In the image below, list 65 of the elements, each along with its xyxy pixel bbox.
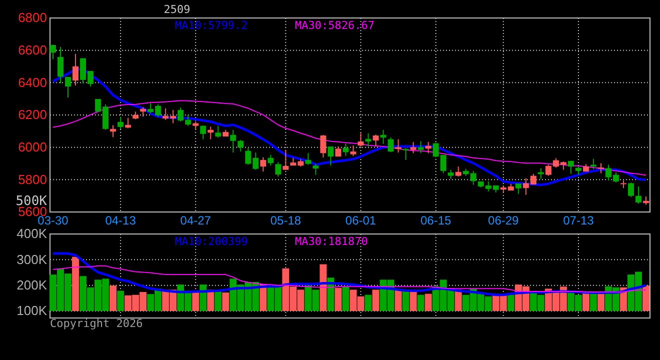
candlestick	[342, 142, 349, 156]
y-tick-label: 400K	[16, 226, 48, 242]
x-tick-label: 06-01	[345, 214, 376, 228]
x-tick-label: 04-27	[180, 214, 212, 228]
candlestick	[515, 183, 522, 194]
candlestick	[110, 124, 116, 138]
candlestick	[260, 156, 266, 172]
candlestick	[58, 46, 64, 84]
y-tick-label: 6200	[18, 107, 47, 122]
candlestick	[372, 134, 379, 148]
candlestick	[350, 145, 356, 156]
y-tick-label: 100K	[16, 303, 48, 318]
candlestick	[320, 134, 326, 158]
candlestick	[118, 116, 124, 130]
y-tick-label: 6600	[18, 42, 47, 58]
annotation: MA30:5826.67	[295, 19, 374, 32]
candlestick	[380, 129, 386, 144]
candlestick	[275, 162, 282, 178]
line-series	[52, 100, 646, 176]
candlestick	[568, 160, 574, 174]
candlestick	[200, 125, 206, 140]
candlestick	[125, 117, 132, 129]
y-tick-label: 5800	[18, 172, 47, 187]
chart-title: 2509	[164, 3, 190, 16]
candlestick	[282, 149, 289, 170]
x-tick-label: 04-13	[105, 214, 136, 228]
candlestick	[635, 186, 642, 204]
x-tick-label: 07-13	[563, 214, 594, 228]
annotation: MA10:200399	[175, 235, 248, 248]
x-tick-label: 06-15	[420, 214, 452, 228]
candlestick	[365, 132, 372, 148]
candlestick	[238, 139, 244, 152]
annotation: MA10:5799.2	[175, 19, 248, 32]
line-series	[52, 252, 648, 296]
x-tick-label: 06-29	[488, 214, 520, 228]
candlestick	[598, 162, 604, 174]
y-tick-label: 6400	[18, 74, 47, 90]
y-tick-label: 6000	[18, 139, 47, 154]
x-tick-label: 05-18	[270, 214, 302, 228]
line-series	[52, 265, 646, 293]
candlestick	[328, 146, 334, 166]
candlestick	[215, 125, 222, 138]
candlestick	[305, 152, 312, 166]
candlestick	[65, 76, 72, 98]
candlestick	[628, 182, 634, 198]
candlestick	[455, 166, 462, 178]
y-tick-label: 200K	[16, 277, 48, 292]
candlestick	[140, 106, 146, 118]
candlestick	[358, 132, 364, 148]
candlestick	[388, 136, 394, 153]
candlestick	[418, 140, 424, 154]
candlestick	[208, 126, 214, 140]
candlestick	[268, 154, 274, 166]
y-tick-label: 300K	[16, 252, 48, 267]
candlestick	[448, 169, 454, 180]
annotation: MA30:181870	[295, 235, 368, 248]
text: Copyright 2026	[50, 317, 143, 330]
candlestick	[72, 53, 79, 86]
candlestick	[395, 138, 402, 154]
candlestick	[410, 142, 416, 154]
candlestick	[425, 142, 432, 154]
candlestick	[230, 129, 236, 154]
y-tick-label: 6800	[18, 10, 47, 26]
candlestick	[312, 163, 319, 176]
candlestick	[538, 168, 544, 180]
